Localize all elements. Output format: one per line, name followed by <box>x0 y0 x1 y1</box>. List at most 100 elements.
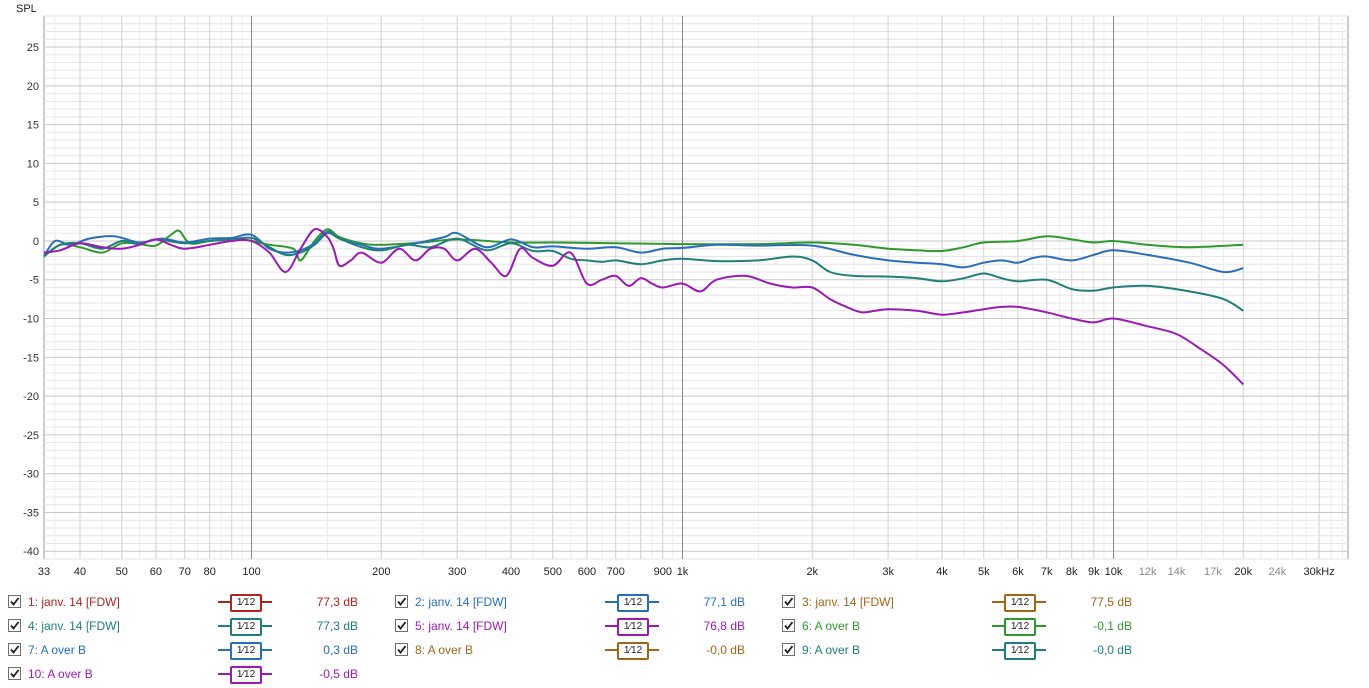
visibility-checkbox[interactable] <box>782 595 795 608</box>
visibility-checkbox[interactable] <box>8 667 21 680</box>
level-value: -0,5 dB <box>319 667 358 681</box>
smoothing-label: 1⁄12 <box>1004 618 1036 636</box>
y-tick-label: 25 <box>27 42 39 54</box>
y-tick-labels: 25 20 15 10 5 0 -5 -10 -15 -20 -25 -30 -35 -40 <box>23 42 39 558</box>
x-tick-label: 600 <box>578 566 596 578</box>
legend-entry: 7: A over B 1⁄12 0,3 dB <box>8 640 378 660</box>
legend-entry: 10: A over B 1⁄12 -0,5 dB <box>8 664 378 684</box>
x-tick-label: 30kHz <box>1304 566 1335 578</box>
x-tick-label: 70 <box>179 566 191 578</box>
x-tick-label: 33 <box>38 566 50 578</box>
visibility-checkbox[interactable] <box>782 643 795 656</box>
checkmark-icon <box>10 621 20 630</box>
smoothing-button[interactable]: 1⁄12 <box>218 616 272 636</box>
level-value: -0,0 dB <box>706 643 745 657</box>
x-tick-labels: 33 40 50 60 70 80 100 200 300 400 500 600 700 900 1k 2k… <box>38 566 1335 578</box>
legend-entry: 9: A over B 1⁄12 -0,0 dB <box>782 640 1152 660</box>
x-tick-label: 80 <box>204 566 216 578</box>
x-tick-label: 6k <box>1012 566 1024 578</box>
legend-label: 1: janv. 14 [FDW] <box>28 595 120 609</box>
minor-grid <box>44 15 1348 560</box>
y-tick-label: 10 <box>27 158 39 170</box>
smoothing-button[interactable]: 1⁄12 <box>605 640 659 660</box>
visibility-checkbox[interactable] <box>395 643 408 656</box>
checkmark-icon <box>397 621 407 630</box>
y-tick-label: -40 <box>23 546 39 558</box>
x-tick-label: 40 <box>74 566 86 578</box>
level-value: 76,8 dB <box>703 619 745 633</box>
checkmark-icon <box>397 597 407 606</box>
smoothing-button[interactable]: 1⁄12 <box>605 616 659 636</box>
checkmark-icon <box>784 597 794 606</box>
x-tick-label: 17k <box>1204 566 1222 578</box>
x-tick-label: 1k <box>677 566 689 578</box>
visibility-checkbox[interactable] <box>395 595 408 608</box>
x-tick-label: 900 <box>654 566 672 578</box>
checkmark-icon <box>10 645 20 654</box>
smoothing-label: 1⁄12 <box>230 666 262 684</box>
y-axis-label: SPL <box>16 3 37 15</box>
smoothing-label: 1⁄12 <box>1004 642 1036 660</box>
y-tick-label: -20 <box>23 391 39 403</box>
visibility-checkbox[interactable] <box>8 595 21 608</box>
y-tick-label: 5 <box>33 197 39 209</box>
legend-label: 3: janv. 14 [FDW] <box>802 595 894 609</box>
visibility-checkbox[interactable] <box>395 619 408 632</box>
y-tick-label: -35 <box>23 507 39 519</box>
level-value: 77,1 dB <box>703 595 745 609</box>
smoothing-label: 1⁄12 <box>230 594 262 612</box>
level-value: -0,0 dB <box>1093 643 1132 657</box>
y-tick-label: -5 <box>29 275 39 287</box>
x-tick-label: 200 <box>372 566 390 578</box>
y-tick-label: 0 <box>33 236 39 248</box>
y-tick-label: -15 <box>23 352 39 364</box>
level-value: 77,3 dB <box>316 595 358 609</box>
x-tick-label: 50 <box>116 566 128 578</box>
smoothing-label: 1⁄12 <box>1004 594 1036 612</box>
smoothing-button[interactable]: 1⁄12 <box>218 592 272 612</box>
checkmark-icon <box>10 597 20 606</box>
x-tick-label: 4k <box>936 566 948 578</box>
series-line <box>43 227 1245 386</box>
visibility-checkbox[interactable] <box>782 619 795 632</box>
x-tick-label: 7k <box>1041 566 1053 578</box>
x-tick-label: 9k <box>1088 566 1100 578</box>
level-value: 77,5 dB <box>1090 595 1132 609</box>
visibility-checkbox[interactable] <box>8 643 21 656</box>
series-lines <box>43 227 1245 386</box>
smoothing-button[interactable]: 1⁄12 <box>605 592 659 612</box>
smoothing-button[interactable]: 1⁄12 <box>992 640 1046 660</box>
smoothing-label: 1⁄12 <box>230 642 262 660</box>
smoothing-button[interactable]: 1⁄12 <box>992 616 1046 636</box>
y-tick-label: -25 <box>23 430 39 442</box>
legend-entry: 3: janv. 14 [FDW] 1⁄12 77,5 dB <box>782 592 1152 612</box>
checkmark-icon <box>397 645 407 654</box>
x-tick-label: 14k <box>1168 566 1186 578</box>
smoothing-label: 1⁄12 <box>617 594 649 612</box>
legend-label: 6: A over B <box>802 619 861 633</box>
legend-entry: 8: A over B 1⁄12 -0,0 dB <box>395 640 765 660</box>
x-tick-label: 700 <box>607 566 625 578</box>
smoothing-button[interactable]: 1⁄12 <box>218 664 272 684</box>
series-line <box>43 230 1244 274</box>
legend-entry: 2: janv. 14 [FDW] 1⁄12 77,1 dB <box>395 592 765 612</box>
smoothing-button[interactable]: 1⁄12 <box>992 592 1046 612</box>
visibility-checkbox[interactable] <box>8 619 21 632</box>
legend-label: 2: janv. 14 [FDW] <box>415 595 507 609</box>
legend-entry: 5: janv. 14 [FDW] 1⁄12 76,8 dB <box>395 616 765 636</box>
level-value: -0,1 dB <box>1093 619 1132 633</box>
level-value: 77,3 dB <box>316 619 358 633</box>
level-value: 0,3 dB <box>323 643 358 657</box>
x-tick-label: 300 <box>448 566 466 578</box>
legend: 1: janv. 14 [FDW] 1⁄12 77,3 dB 2: janv. 14 … <box>0 588 1369 688</box>
legend-entry: 6: A over B 1⁄12 -0,1 dB <box>782 616 1152 636</box>
x-tick-label: 24k <box>1269 566 1287 578</box>
checkmark-icon <box>784 645 794 654</box>
legend-label: 5: janv. 14 [FDW] <box>415 619 507 633</box>
smoothing-button[interactable]: 1⁄12 <box>218 640 272 660</box>
legend-label: 4: janv. 14 [FDW] <box>28 619 120 633</box>
checkmark-icon <box>784 621 794 630</box>
checkmark-icon <box>10 669 20 678</box>
x-tick-label: 20k <box>1234 566 1252 578</box>
